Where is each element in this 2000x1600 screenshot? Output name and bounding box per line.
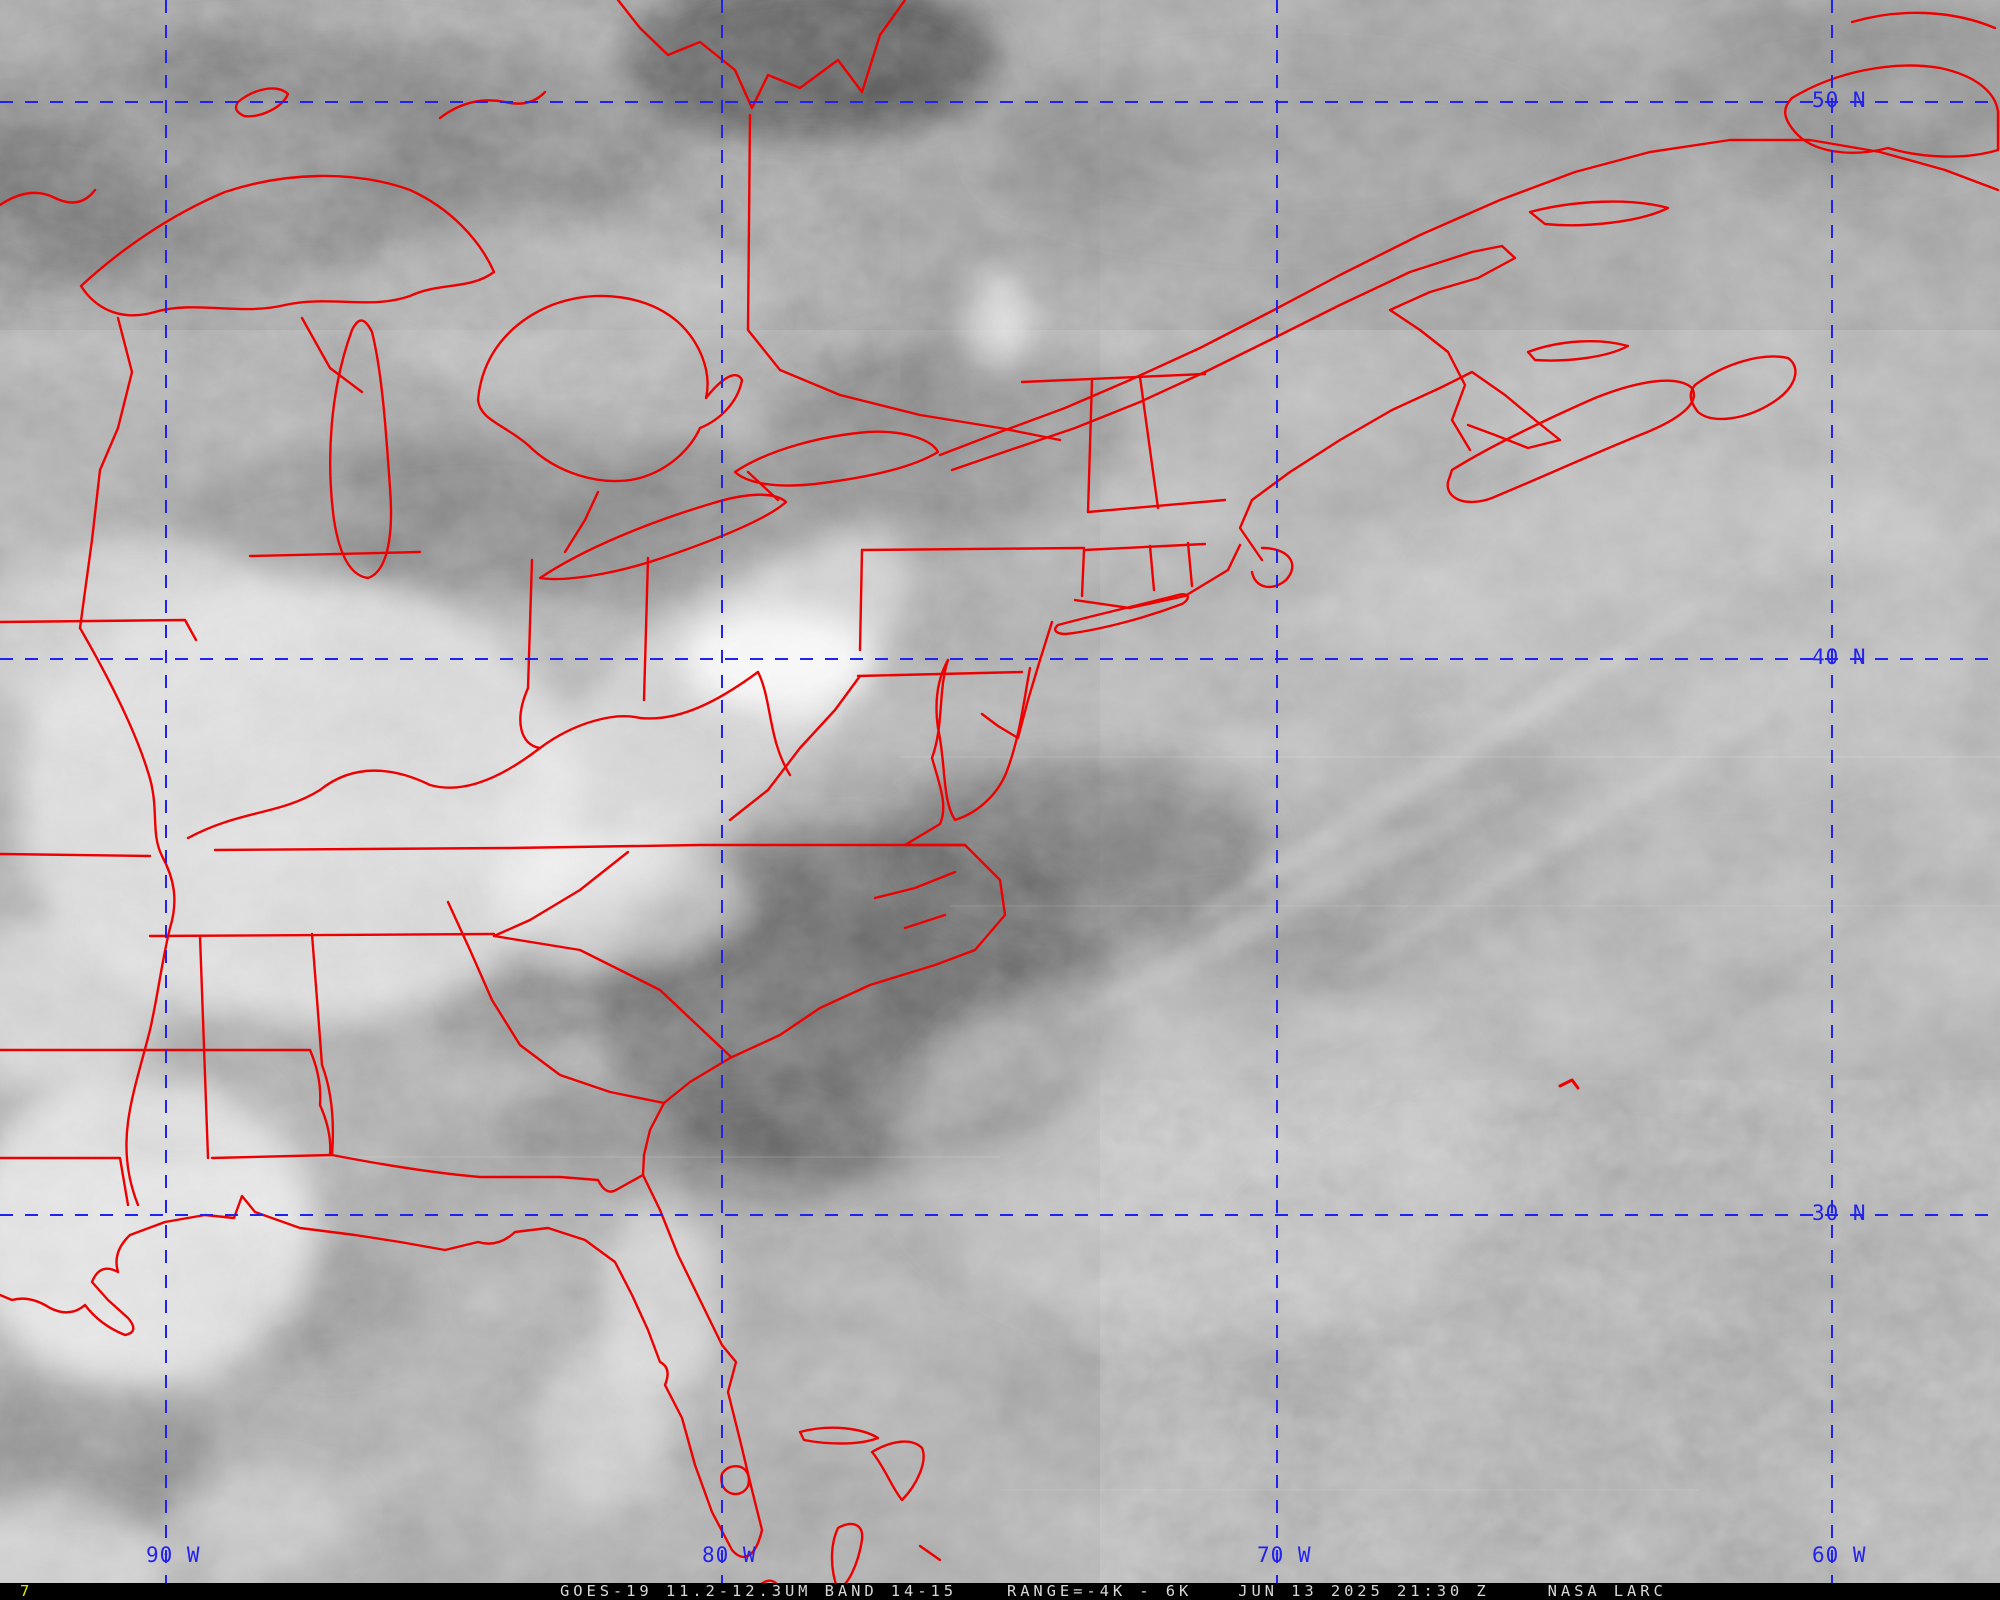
longitude-label-90w: 90 W (146, 1543, 201, 1567)
caption-bar: 7 GOES-19 11.2-12.3UM BAND 14-15 RANGE=-… (0, 1583, 2000, 1600)
caption-datetime: JUN 13 2025 21:30 Z (1238, 1582, 1490, 1600)
latitude-label-40n: 40 N (1812, 645, 1867, 669)
graticule-labels: 50 N 40 N 30 N 90 W 80 W 70 W 60 W (146, 88, 1867, 1567)
longitude-label-60w: 60 W (1812, 1543, 1867, 1567)
longitude-label-70w: 70 W (1257, 1543, 1312, 1567)
longitude-label-80w: 80 W (702, 1543, 757, 1567)
scan-line-artifacts (300, 756, 2000, 1491)
caption-range: RANGE=-4K - 6K (1006, 1582, 1193, 1600)
frame-number: 7 (20, 1582, 34, 1600)
caption-credit: NASA LARC (1547, 1582, 1667, 1600)
caption-instrument-band: GOES-19 11.2-12.3UM BAND 14-15 (560, 1582, 957, 1600)
latitude-label-50n: 50 N (1812, 88, 1867, 112)
latitude-label-30n: 30 N (1812, 1201, 1867, 1225)
